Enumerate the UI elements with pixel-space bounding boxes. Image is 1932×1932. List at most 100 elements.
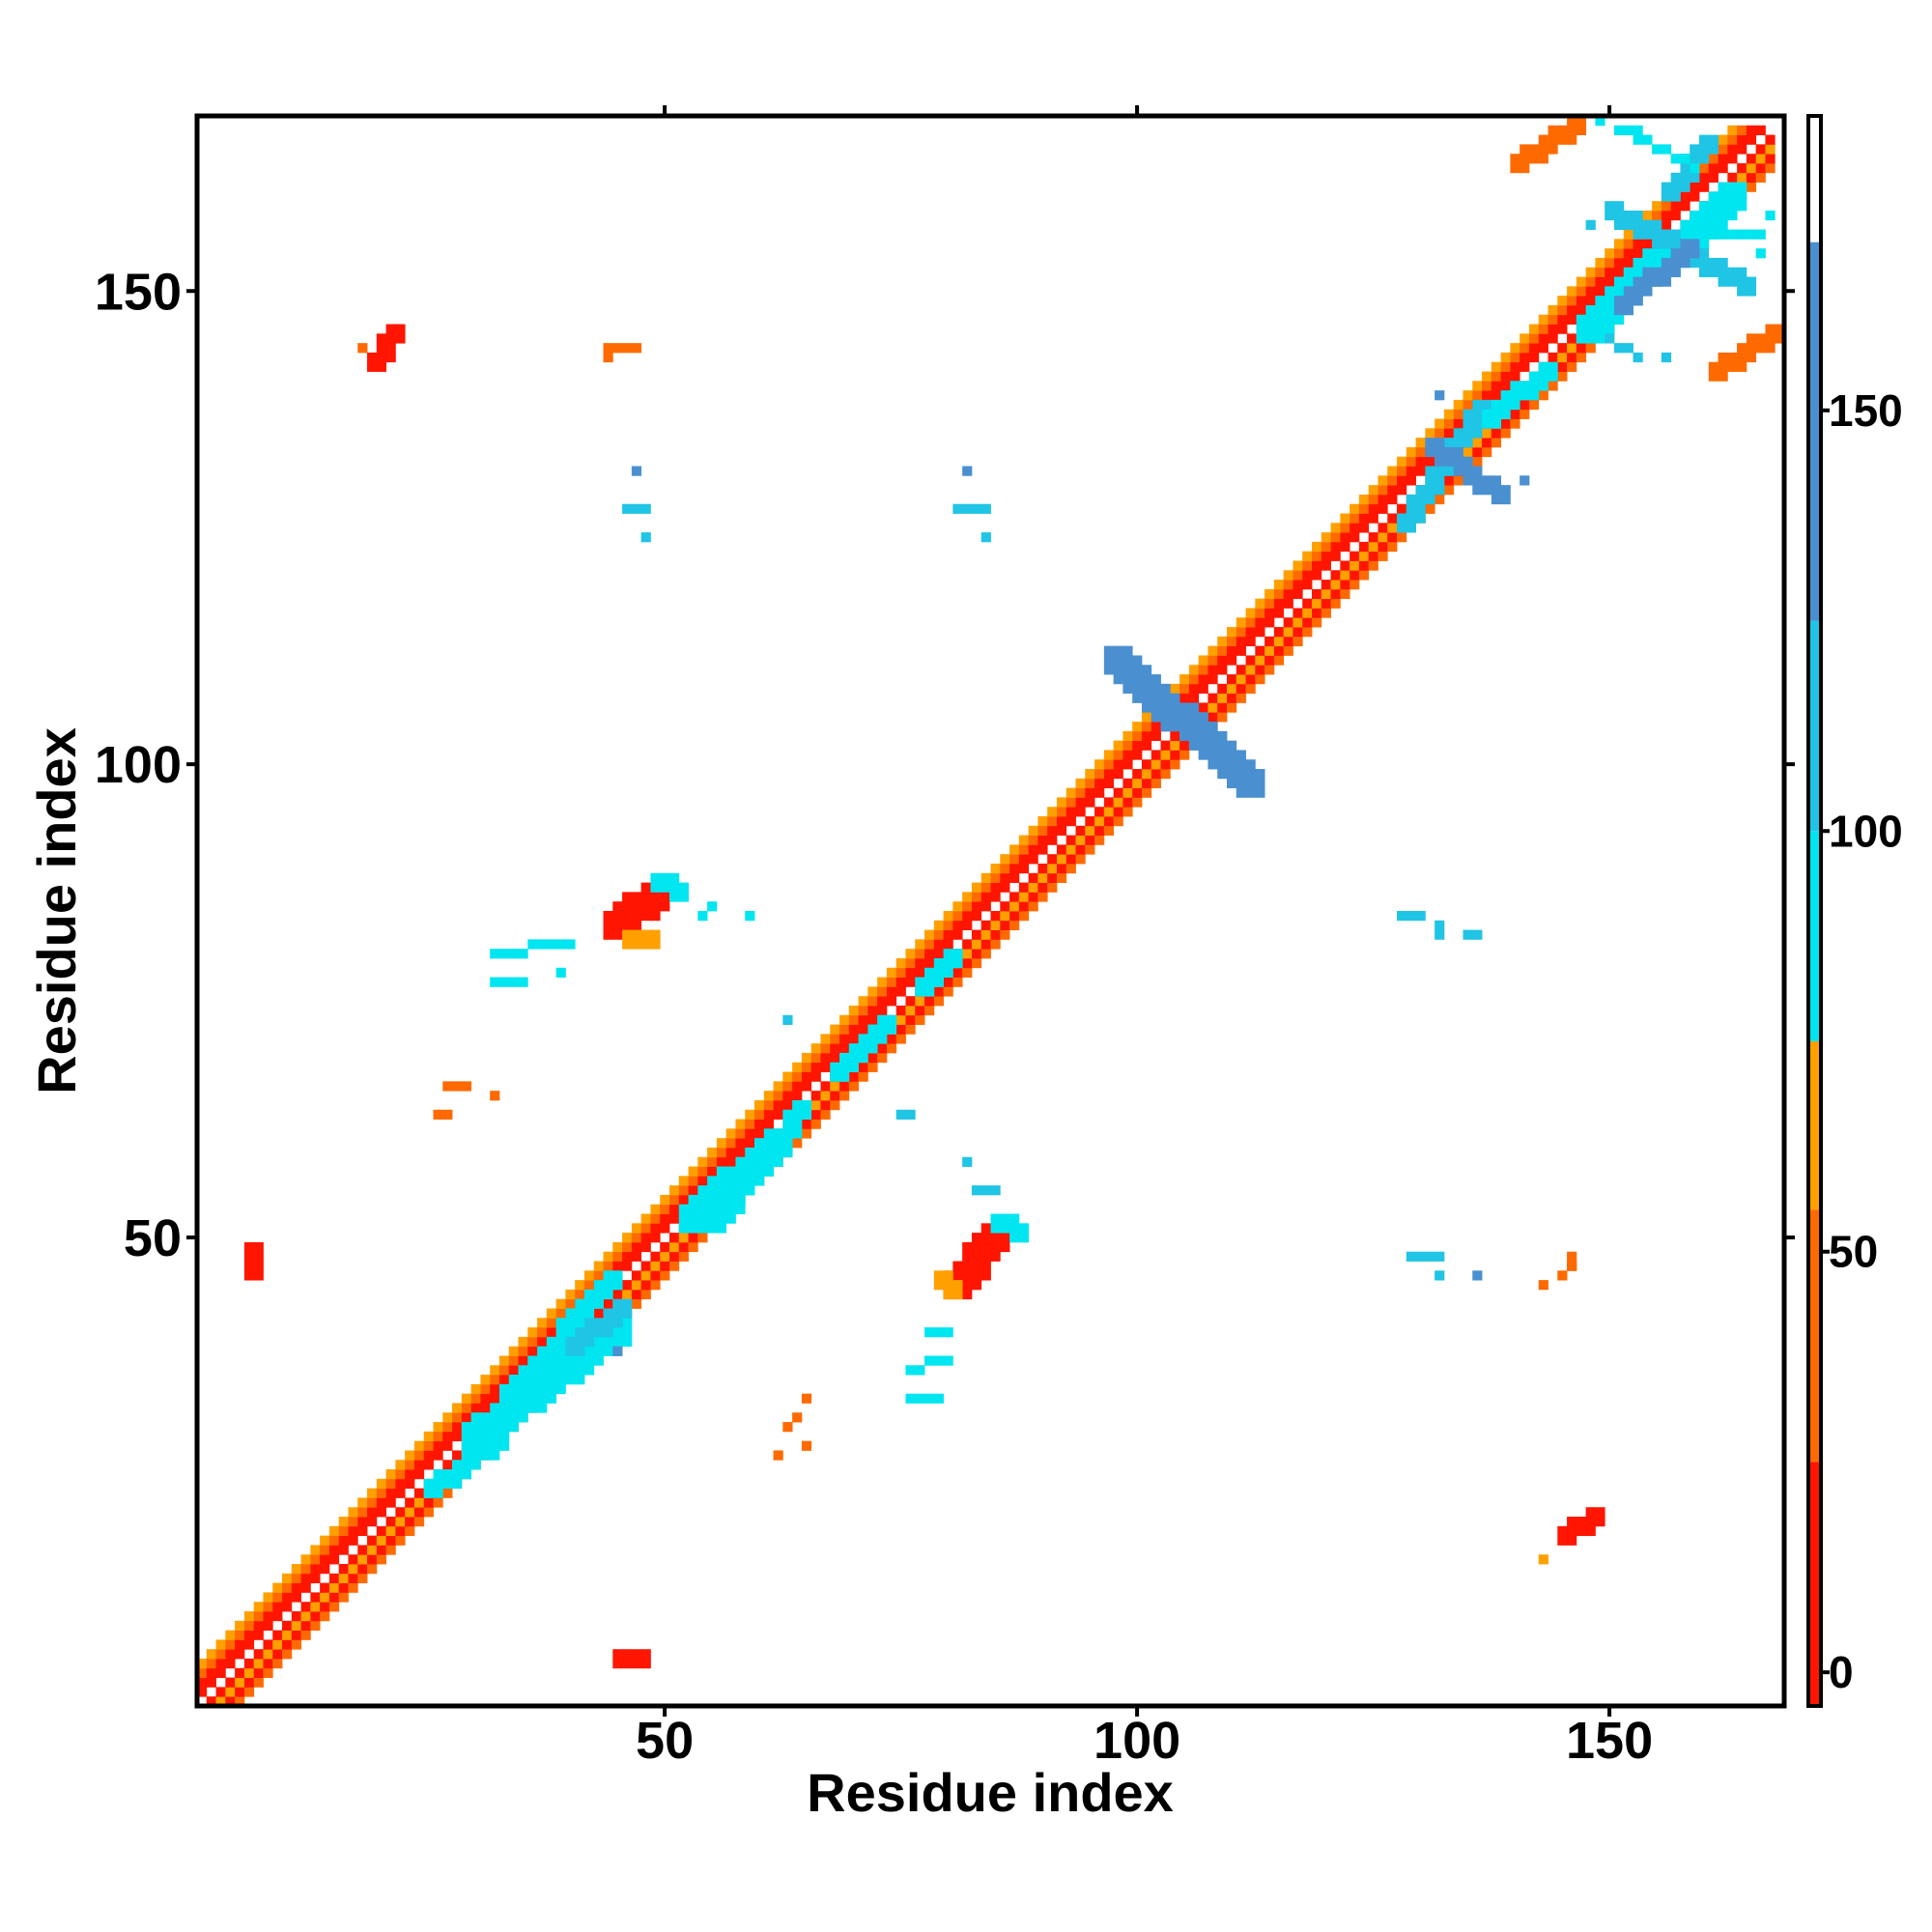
contact-cell bbox=[1548, 125, 1558, 135]
diagonal-cell bbox=[537, 1336, 548, 1348]
diagonal-cell bbox=[1094, 816, 1105, 827]
diagonal-cell bbox=[1094, 778, 1105, 789]
contact-cell bbox=[622, 1336, 633, 1348]
diagonal-cell bbox=[282, 1630, 293, 1640]
diagonal-cell bbox=[830, 1024, 840, 1035]
contact-cell bbox=[1698, 144, 1710, 155]
diagonal-cell bbox=[1453, 475, 1463, 486]
diagonal-cell bbox=[640, 1270, 651, 1281]
contact-cell bbox=[1605, 286, 1615, 297]
contact-point bbox=[1435, 929, 1445, 940]
diagonal-cell bbox=[1661, 210, 1672, 221]
contact-cell bbox=[782, 1119, 793, 1129]
contact-cell bbox=[867, 1043, 878, 1054]
contact-cell bbox=[498, 1431, 510, 1442]
contact-cell bbox=[1018, 1233, 1030, 1243]
contact-cell bbox=[1680, 162, 1690, 174]
contact-cell bbox=[1698, 201, 1710, 212]
contact-cell bbox=[1605, 201, 1615, 212]
contact-cell bbox=[688, 1223, 698, 1234]
diagonal-cell bbox=[640, 1233, 651, 1243]
contact-cell bbox=[1690, 154, 1700, 164]
diagonal-cell bbox=[1198, 665, 1208, 675]
contact-cell bbox=[1443, 446, 1455, 458]
diagonal-cell bbox=[206, 1696, 216, 1706]
contact-cell bbox=[754, 1147, 765, 1158]
contact-cell bbox=[1642, 248, 1653, 259]
contact-cell bbox=[508, 1383, 519, 1395]
contact-cell bbox=[575, 1327, 585, 1338]
contact-cell bbox=[1718, 371, 1728, 382]
diagonal-cell bbox=[1056, 864, 1067, 874]
contact-cell bbox=[423, 1488, 434, 1498]
contact-cell bbox=[1708, 361, 1719, 372]
contact-cell bbox=[754, 1176, 765, 1186]
contact-cell bbox=[498, 1422, 510, 1433]
contact-cell bbox=[555, 1336, 566, 1348]
contact-cell bbox=[555, 1318, 566, 1328]
diagonal-cell bbox=[1443, 475, 1455, 486]
contact-cell bbox=[527, 1403, 538, 1413]
contact-cell bbox=[622, 920, 633, 930]
contact-cell bbox=[1690, 229, 1700, 240]
diagonal-cell bbox=[1453, 399, 1463, 411]
contact-cell bbox=[1491, 485, 1502, 496]
diagonal-cell bbox=[442, 1488, 453, 1498]
contact-cell bbox=[933, 1270, 945, 1281]
diagonal-cell bbox=[660, 1213, 670, 1224]
diagonal-cell bbox=[603, 1261, 613, 1271]
diagonal-cell bbox=[952, 911, 963, 922]
contact-cell bbox=[593, 1318, 604, 1328]
diagonal-cell bbox=[235, 1667, 245, 1679]
contact-cell bbox=[1188, 712, 1200, 723]
contact-cell bbox=[650, 892, 661, 902]
diagonal-cell bbox=[328, 1525, 340, 1537]
contact-cell bbox=[1510, 381, 1520, 391]
diagonal-cell bbox=[1368, 503, 1378, 514]
contact-cell bbox=[1775, 333, 1784, 344]
contact-cell bbox=[792, 1128, 803, 1139]
diagonal-cell bbox=[1009, 872, 1020, 884]
diagonal-cell bbox=[1538, 324, 1548, 334]
diagonal-cell bbox=[1151, 722, 1161, 732]
contact-cell bbox=[1718, 182, 1728, 192]
diagonal-cell bbox=[1018, 844, 1030, 855]
diagonal-cell bbox=[962, 911, 973, 922]
contact-cell bbox=[1538, 144, 1548, 155]
diagonal-cell bbox=[990, 939, 1001, 950]
diagonal-cell bbox=[1028, 892, 1038, 902]
contact-cell bbox=[537, 1375, 548, 1385]
diagonal-cell bbox=[1443, 418, 1455, 429]
contact-cell bbox=[461, 1422, 472, 1433]
diagonal-cell bbox=[933, 920, 945, 930]
diagonal-cell bbox=[1293, 636, 1303, 647]
contact-cell bbox=[1491, 418, 1502, 429]
diagonal-cell bbox=[1245, 617, 1256, 628]
diagonal-cell bbox=[1312, 617, 1322, 628]
diagonal-cell bbox=[1330, 598, 1341, 609]
diagonal-cell bbox=[1188, 693, 1200, 703]
diagonal-cell bbox=[357, 1554, 368, 1565]
contact-cell bbox=[612, 1649, 623, 1660]
contact-cell bbox=[565, 1308, 576, 1319]
contact-cell bbox=[660, 901, 670, 912]
diagonal-cell bbox=[272, 1602, 283, 1612]
diagonal-cell bbox=[1255, 655, 1265, 666]
diagonal-cell bbox=[886, 986, 897, 997]
contact-cell bbox=[782, 1422, 793, 1433]
diagonal-cell bbox=[575, 1280, 585, 1291]
diagonal-cell bbox=[810, 1091, 821, 1101]
diagonal-cell bbox=[962, 949, 973, 959]
contact-cell bbox=[697, 1194, 708, 1206]
diagonal-cell bbox=[1312, 588, 1322, 600]
diagonal-cell bbox=[385, 1478, 396, 1490]
contact-cell bbox=[1179, 722, 1190, 732]
contact-cell bbox=[433, 1469, 443, 1480]
diagonal-cell bbox=[206, 1649, 216, 1660]
contact-cell bbox=[716, 1194, 727, 1206]
diagonal-cell bbox=[707, 1156, 718, 1167]
diagonal-cell bbox=[745, 1119, 755, 1129]
diagonal-cell bbox=[1236, 617, 1246, 628]
contact-cell bbox=[1491, 475, 1502, 486]
contact-cell bbox=[1661, 257, 1672, 269]
